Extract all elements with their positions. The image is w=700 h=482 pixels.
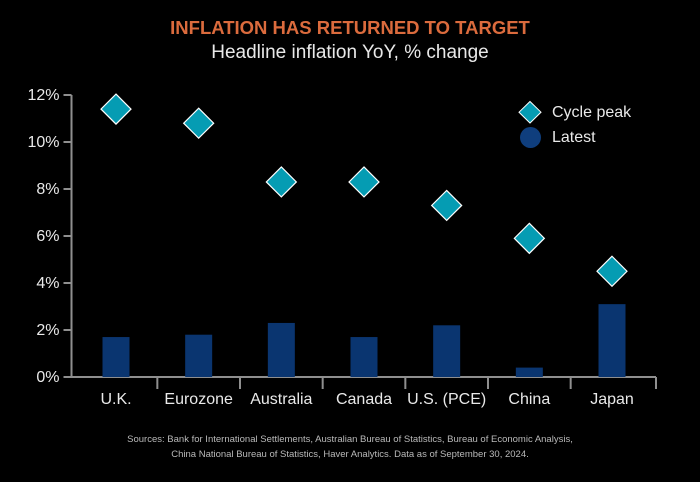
svg-text:Cycle peak: Cycle peak: [552, 104, 632, 121]
svg-text:4%: 4%: [36, 275, 59, 292]
svg-text:Canada: Canada: [336, 391, 392, 408]
svg-text:0%: 0%: [36, 369, 59, 386]
svg-text:Latest: Latest: [552, 129, 596, 146]
svg-text:6%: 6%: [36, 228, 59, 245]
svg-text:Japan: Japan: [590, 391, 634, 408]
svg-text:10%: 10%: [27, 134, 59, 151]
svg-text:Eurozone: Eurozone: [164, 391, 233, 408]
svg-text:Australia: Australia: [250, 391, 312, 408]
svg-text:U.K.: U.K.: [100, 391, 131, 408]
svg-text:U.S. (PCE): U.S. (PCE): [407, 391, 486, 408]
svg-text:2%: 2%: [36, 322, 59, 339]
svg-text:China: China: [508, 391, 550, 408]
svg-text:8%: 8%: [36, 181, 59, 198]
svg-text:12%: 12%: [27, 87, 59, 104]
